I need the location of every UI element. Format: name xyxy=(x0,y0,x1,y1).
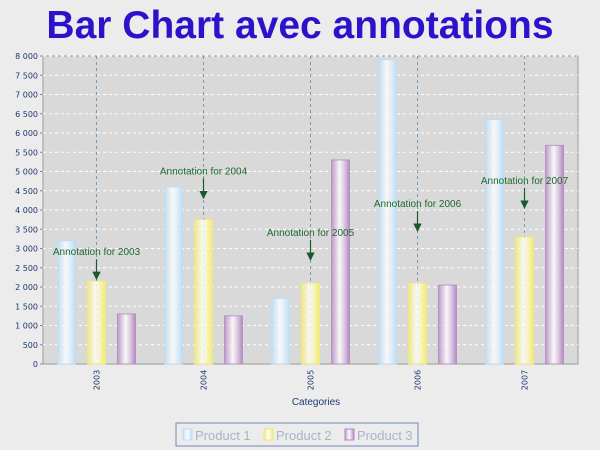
bar-product-1-2004 xyxy=(165,187,183,364)
y-tick-label: 2 000 xyxy=(15,283,38,292)
x-tick-label: 2004 xyxy=(200,370,209,390)
y-tick-label: 500 xyxy=(23,341,38,350)
bar-product-3-2003 xyxy=(118,314,136,364)
legend-swatch xyxy=(264,429,273,440)
x-tick-label: 2007 xyxy=(521,370,530,390)
x-tick-label: 2003 xyxy=(93,370,102,390)
y-tick-label: 6 500 xyxy=(15,110,38,119)
bar-product-1-2006 xyxy=(379,60,397,364)
legend-swatch xyxy=(183,429,192,440)
annotation-label: Annotation for 2005 xyxy=(267,228,355,239)
x-tick-label: 2006 xyxy=(414,370,423,390)
y-tick-label: 6 000 xyxy=(15,129,38,138)
y-tick-label: 5 000 xyxy=(15,168,38,177)
y-tick-label: 3 500 xyxy=(15,225,38,234)
legend-label: Product 1 xyxy=(195,428,251,443)
y-tick-label: 0 xyxy=(33,360,38,369)
y-tick-label: 1 000 xyxy=(15,322,38,331)
bar-product-1-2005 xyxy=(272,299,290,364)
y-tick-label: 5 500 xyxy=(15,148,38,157)
annotation-label: Annotation for 2007 xyxy=(481,176,569,187)
x-tick-label: 2005 xyxy=(307,370,316,390)
bar-product-3-2006 xyxy=(439,285,457,364)
legend-swatch xyxy=(345,429,354,440)
legend-label: Product 3 xyxy=(357,428,413,443)
y-tick-label: 2 500 xyxy=(15,264,38,273)
legend-label: Product 2 xyxy=(276,428,332,443)
annotation-label: Annotation for 2006 xyxy=(374,199,462,210)
annotation-label: Annotation for 2003 xyxy=(53,247,141,258)
chart-title: Bar Chart avec annotations xyxy=(46,4,553,47)
bar-product-2-2006 xyxy=(409,283,427,364)
bar-product-2-2005 xyxy=(302,283,320,364)
y-tick-label: 3 000 xyxy=(15,245,38,254)
bar-product-2-2007 xyxy=(516,237,534,364)
y-tick-label: 7 000 xyxy=(15,91,38,100)
y-tick-label: 4 000 xyxy=(15,206,38,215)
bar-product-3-2004 xyxy=(225,316,243,364)
bar-product-2-2003 xyxy=(88,281,106,364)
legend: Product 1 Product 2 Product 3 xyxy=(183,428,413,443)
bar-product-3-2005 xyxy=(332,160,350,364)
bar-product-1-2007 xyxy=(486,120,504,364)
bar-product-1-2003 xyxy=(58,241,76,364)
y-tick-label: 7 500 xyxy=(15,71,38,80)
y-tick-label: 8 000 xyxy=(15,52,38,61)
bar-product-2-2004 xyxy=(195,220,213,364)
annotation-label: Annotation for 2004 xyxy=(160,166,248,177)
y-tick-label: 1 500 xyxy=(15,302,38,311)
y-tick-label: 4 500 xyxy=(15,187,38,196)
x-axis-title: Categories xyxy=(292,397,340,408)
